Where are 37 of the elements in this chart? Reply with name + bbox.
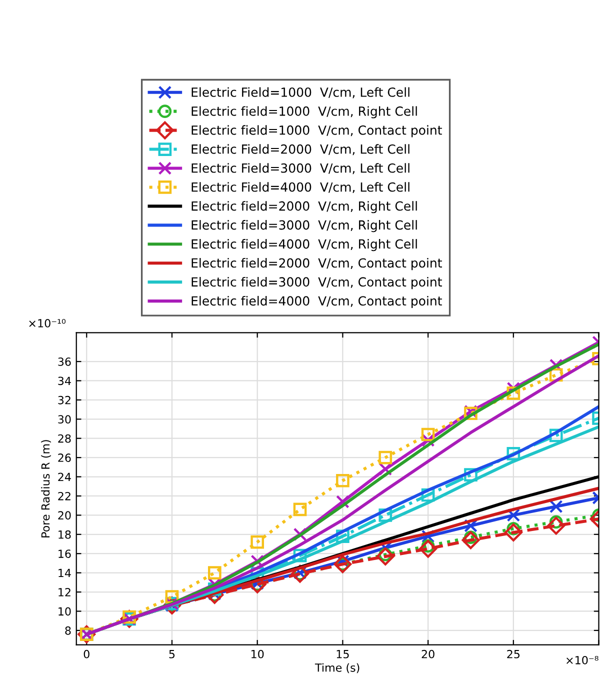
y-tick-label: 18	[58, 530, 71, 539]
legend-label: Electric field=3000 V/cm, Contact point	[192, 276, 442, 290]
legend-label: Electric field=3000 V/cm, Right Cell	[192, 220, 417, 232]
legend-label: Electric Field=4000 V/cm, Left Cell	[192, 182, 410, 194]
y-tick-label: 16	[58, 550, 71, 558]
legend-label: Electric Field=1000 V/cm, Left Cell	[192, 87, 410, 98]
x-tick-label: 20	[422, 650, 434, 658]
legend-label: Electric field=4000 V/cm, Contact point	[192, 296, 442, 308]
legend-label: Electric Field=3000 V/cm, Left Cell	[192, 163, 410, 174]
x-axis-title: Time (s)	[314, 663, 360, 674]
y-tick-label: 26	[58, 454, 71, 462]
y-tick-label: 30	[58, 415, 71, 424]
legend-label: Electric field=2000 V/cm, Contact point	[192, 258, 442, 270]
y-tick-label: 36	[58, 357, 71, 366]
text: ×10⁻⁸	[566, 656, 598, 664]
legend-label: Electric Field=2000 V/cm, Left Cell	[192, 144, 410, 156]
y-axis-title: Pore Radius R (m)	[41, 440, 51, 538]
x-tick-label: 15	[336, 650, 349, 658]
legend-label: Electric field=1000 V/cm, Contact point	[192, 125, 442, 138]
text: ×10⁻¹⁰	[29, 319, 66, 328]
legend-label: Electric field=4000 V/cm, Right Cell	[192, 239, 417, 252]
y-tick-label: 10	[58, 607, 71, 616]
x-tick-label: 0	[84, 650, 90, 658]
x-tick-label: 5	[169, 650, 175, 658]
legend-label: Electric field=1000 V/cm, Right Cell	[192, 106, 417, 118]
y-tick-label: 34	[58, 376, 71, 386]
y-tick-label: 22	[58, 492, 70, 500]
y-tick-label: 28	[58, 434, 71, 443]
y-tick-label: 20	[58, 511, 71, 520]
legend-label: Electric field=2000 V/cm, Right Cell	[192, 201, 417, 214]
y-tick-label: 8	[65, 626, 71, 635]
x-tick-label: 10	[251, 650, 264, 658]
y-tick-label: 12	[58, 588, 70, 596]
x-tick-label: 25	[507, 650, 520, 658]
y-tick-label: 24	[58, 472, 71, 481]
y-tick-label: 32	[58, 396, 70, 404]
y-tick-label: 14	[58, 568, 71, 578]
